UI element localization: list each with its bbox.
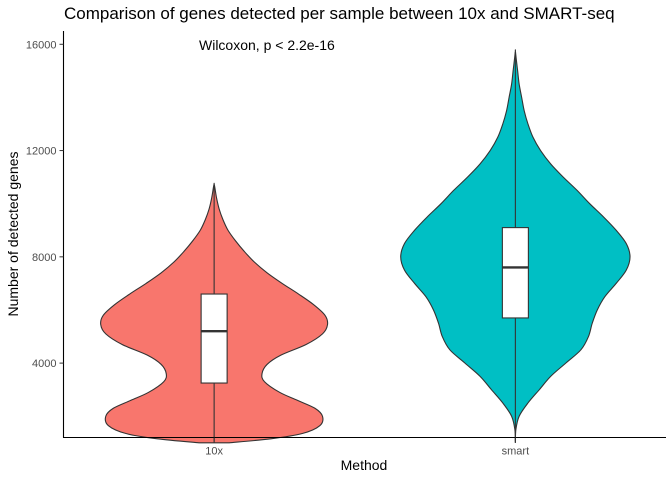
box-10x [200,293,228,384]
box-smart [501,227,529,319]
chart-title: Comparison of genes detected per sample … [64,4,615,23]
x-tick-label: smart [502,446,530,458]
x-tick-label: 10x [205,446,223,458]
boxplots [200,52,529,443]
y-tick-label: 4000 [32,358,56,370]
y-axis-title: Number of detected genes [5,152,21,317]
x-axis-ticks: 10x smart [205,437,530,458]
violins [100,49,631,444]
y-axis-ticks: 4000 8000 12000 16000 [26,39,64,370]
annotation-wilcoxon: Wilcoxon, p < 2.2e-16 [199,37,335,53]
x-axis-title: Method [341,457,388,473]
y-tick-label: 16000 [26,39,57,51]
y-tick-label: 12000 [26,146,57,158]
y-tick-label: 8000 [32,252,56,264]
